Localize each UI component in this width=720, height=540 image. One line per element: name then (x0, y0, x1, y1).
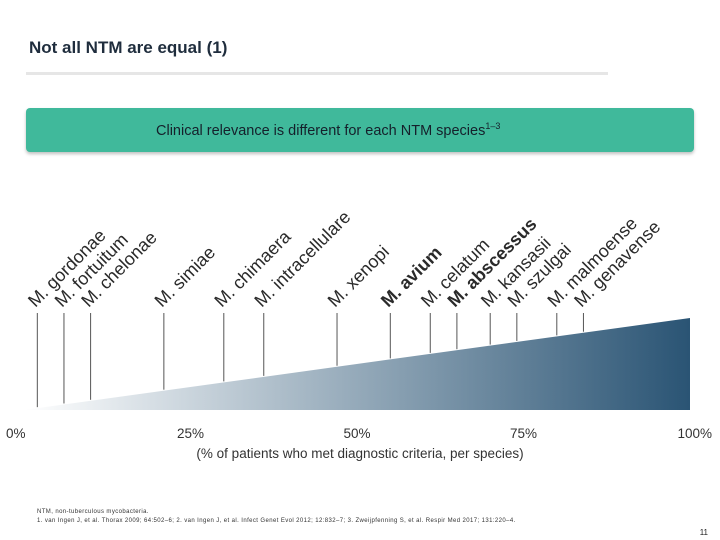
diagnostic-gradient-wedge (24, 318, 690, 410)
x-tick-label: 25% (177, 426, 204, 441)
x-tick-label: 0% (6, 426, 26, 441)
x-tick-label: 50% (343, 426, 370, 441)
banner-text: Clinical relevance is different for each… (156, 121, 500, 139)
footnote-references: 1. van Ingen J, et al. Thorax 2009; 64:5… (37, 518, 516, 524)
x-tick-label: 100% (677, 426, 712, 441)
slide-title: Not all NTM are equal (1) (29, 38, 228, 57)
page-number: 11 (699, 528, 708, 537)
title-divider (26, 72, 608, 75)
x-tick-label: 75% (510, 426, 537, 441)
banner-citation: 1–3 (485, 121, 501, 131)
clinical-relevance-banner: Clinical relevance is different for each… (26, 108, 694, 152)
footnote: NTM, non-tuberculous mycobacteria. 1. va… (37, 508, 516, 526)
footnote-abbreviation: NTM, non-tuberculous mycobacteria. (37, 509, 149, 515)
species-label: M. simiae (151, 242, 220, 311)
banner-label: Clinical relevance is different for each… (156, 122, 486, 139)
x-axis-label: (% of patients who met diagnostic criter… (196, 446, 524, 461)
